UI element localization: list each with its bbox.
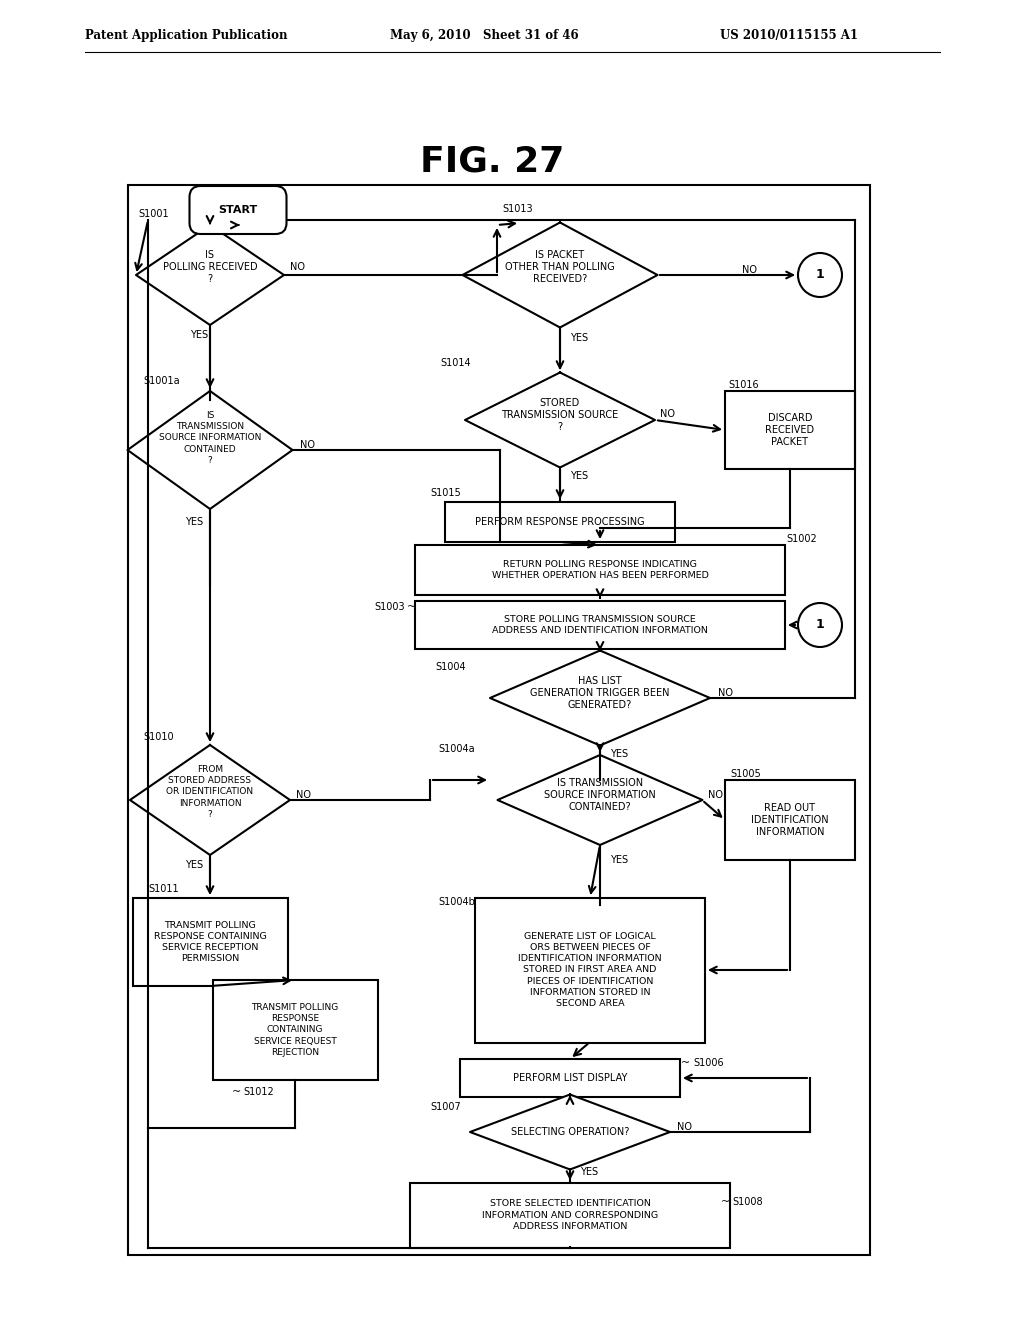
Text: ~: ~ [231,1086,241,1097]
Text: S1004: S1004 [435,663,466,672]
Text: S1014: S1014 [440,358,471,368]
Text: S1001: S1001 [138,209,169,219]
Text: S1001a: S1001a [143,376,179,385]
Text: ~: ~ [407,602,416,612]
Text: S1015: S1015 [430,488,461,498]
Text: ~: ~ [721,1197,730,1206]
Bar [460,1059,680,1097]
Text: S1008: S1008 [732,1197,763,1206]
Text: PERFORM RESPONSE PROCESSING: PERFORM RESPONSE PROCESSING [475,517,645,527]
Text: STORED
TRANSMISSION SOURCE
?: STORED TRANSMISSION SOURCE ? [502,397,618,433]
Text: STORE SELECTED IDENTIFICATION
INFORMATION AND CORRESPONDING
ADDRESS INFORMATION: STORE SELECTED IDENTIFICATION INFORMATIO… [482,1200,658,1230]
Text: START: START [218,205,258,215]
Circle shape [798,253,842,297]
Text: SELECTING OPERATION?: SELECTING OPERATION? [511,1127,629,1137]
Text: NO: NO [300,440,315,450]
Text: YES: YES [190,330,208,341]
Text: S1010: S1010 [143,733,174,742]
Text: NO: NO [290,261,305,272]
Bar [475,898,705,1043]
Text: S1005: S1005 [730,770,761,779]
Text: Patent Application Publication: Patent Application Publication [85,29,288,41]
Text: YES: YES [610,855,628,865]
Bar [132,898,288,986]
Text: HAS LIST
GENERATION TRIGGER BEEN
GENERATED?: HAS LIST GENERATION TRIGGER BEEN GENERAT… [530,676,670,710]
Polygon shape [130,744,290,855]
Text: US 2010/0115155 A1: US 2010/0115155 A1 [720,29,858,41]
Bar [725,780,855,861]
Polygon shape [470,1094,670,1170]
FancyBboxPatch shape [189,186,287,234]
Circle shape [798,603,842,647]
Text: S1013: S1013 [502,205,532,214]
Text: NO: NO [742,265,757,275]
Text: YES: YES [580,1167,598,1177]
Text: YES: YES [570,471,588,480]
Bar [410,1183,730,1247]
Text: NO: NO [296,789,311,800]
Text: S1004b: S1004b [438,898,475,907]
Text: TRANSMIT POLLING
RESPONSE
CONTAINING
SERVICE REQUEST
REJECTION: TRANSMIT POLLING RESPONSE CONTAINING SER… [251,1003,339,1057]
Text: FIG. 27: FIG. 27 [420,145,564,180]
Polygon shape [490,651,710,746]
Text: PERFORM LIST DISPLAY: PERFORM LIST DISPLAY [513,1073,627,1082]
Polygon shape [498,755,702,845]
Text: NO: NO [660,409,675,418]
Text: 1: 1 [816,619,824,631]
Bar [415,545,785,595]
Text: YES: YES [610,748,628,759]
Text: NO: NO [718,688,733,698]
Text: DISCARD
RECEIVED
PACKET: DISCARD RECEIVED PACKET [765,413,814,447]
Text: NO: NO [708,789,723,800]
Text: 1: 1 [816,268,824,281]
Text: S1006: S1006 [693,1059,724,1068]
Text: ~: ~ [681,1059,690,1068]
Polygon shape [465,372,655,467]
Text: S1004a: S1004a [438,744,475,754]
Text: IS
TRANSMISSION
SOURCE INFORMATION
CONTAINED
?: IS TRANSMISSION SOURCE INFORMATION CONTA… [159,412,261,465]
Text: S1016: S1016 [728,380,759,389]
Text: RETURN POLLING RESPONSE INDICATING
WHETHER OPERATION HAS BEEN PERFORMED: RETURN POLLING RESPONSE INDICATING WHETH… [492,560,709,579]
Bar [213,979,378,1080]
Text: S1003: S1003 [375,602,406,612]
Text: READ OUT
IDENTIFICATION
INFORMATION: READ OUT IDENTIFICATION INFORMATION [752,803,828,837]
Text: TRANSMIT POLLING
RESPONSE CONTAINING
SERVICE RECEPTION
PERMISSION: TRANSMIT POLLING RESPONSE CONTAINING SER… [154,921,266,964]
Text: YES: YES [185,517,203,527]
Text: FROM
STORED ADDRESS
OR IDENTIFICATION
INFORMATION
?: FROM STORED ADDRESS OR IDENTIFICATION IN… [167,766,254,818]
Text: S1002: S1002 [786,535,817,544]
Text: YES: YES [185,861,203,870]
Polygon shape [463,223,657,327]
Text: STORE POLLING TRANSMISSION SOURCE
ADDRESS AND IDENTIFICATION INFORMATION: STORE POLLING TRANSMISSION SOURCE ADDRES… [493,615,708,635]
Bar [128,185,870,1255]
Text: S1011: S1011 [148,884,178,894]
Text: May 6, 2010   Sheet 31 of 46: May 6, 2010 Sheet 31 of 46 [390,29,579,41]
Text: GENERATE LIST OF LOGICAL
ORS BETWEEN PIECES OF
IDENTIFICATION INFORMATION
STORED: GENERATE LIST OF LOGICAL ORS BETWEEN PIE… [518,932,662,1007]
Polygon shape [136,224,284,325]
Polygon shape [128,391,293,510]
Text: IS
POLLING RECEIVED
?: IS POLLING RECEIVED ? [163,249,257,284]
Text: IS TRANSMISSION
SOURCE INFORMATION
CONTAINED?: IS TRANSMISSION SOURCE INFORMATION CONTA… [544,777,656,812]
Text: IS PACKET
OTHER THAN POLLING
RECEIVED?: IS PACKET OTHER THAN POLLING RECEIVED? [505,249,614,284]
Text: S1012: S1012 [243,1086,273,1097]
Bar [415,601,785,649]
Text: NO: NO [677,1122,692,1133]
Text: S1007: S1007 [430,1102,461,1111]
Text: YES: YES [570,333,588,343]
Bar [445,502,675,543]
Bar [725,391,855,469]
